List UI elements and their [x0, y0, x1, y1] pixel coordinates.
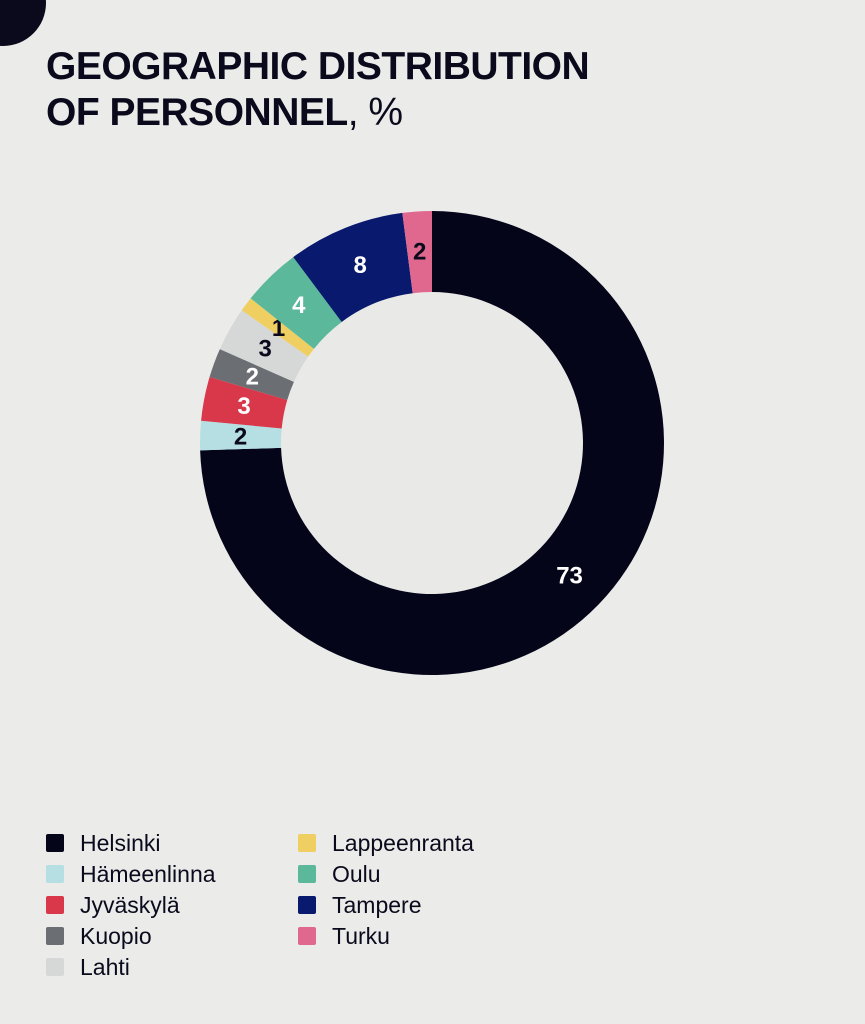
legend-label: Lappeenranta — [332, 829, 474, 856]
legend-label: Tampere — [332, 891, 422, 918]
data-label-oulu: 4 — [292, 292, 306, 319]
legend-swatch — [46, 865, 64, 883]
title-unit: , % — [347, 91, 403, 134]
legend-item: Turku — [298, 921, 390, 951]
legend-item: Oulu — [298, 859, 381, 889]
slice-hämeenlinna — [200, 420, 282, 451]
slice-helsinki — [200, 211, 664, 676]
legend-swatch — [46, 958, 64, 976]
legend-item: Helsinki — [46, 828, 161, 858]
legend-swatch — [46, 896, 64, 914]
data-label-jyväskylä: 3 — [237, 393, 250, 420]
slice-lahti — [219, 310, 309, 382]
legend-item: Tampere — [298, 890, 421, 920]
slice-kuopio — [209, 349, 294, 401]
data-label-tampere: 8 — [353, 252, 366, 279]
data-label-hämeenlinna: 2 — [234, 423, 247, 450]
legend-item: Jyväskylä — [46, 890, 180, 920]
slice-turku — [402, 211, 432, 294]
legend-swatch — [298, 896, 316, 914]
slice-tampere — [293, 212, 413, 322]
legend-swatch — [46, 927, 64, 945]
legend-label: Hämeenlinna — [80, 860, 216, 887]
legend-label: Kuopio — [80, 922, 152, 949]
legend-swatch — [298, 927, 316, 945]
slice-lappeenranta — [241, 298, 314, 357]
data-label-helsinki: 73 — [556, 563, 583, 590]
legend-item: Lahti — [46, 952, 130, 982]
data-label-lahti: 3 — [258, 336, 271, 363]
donut-hole — [281, 292, 583, 594]
title-line-2: OF PERSONNEL — [46, 91, 348, 134]
legend-swatch — [298, 834, 316, 852]
slice-jyväskylä — [201, 376, 288, 429]
data-label-kuopio: 2 — [246, 363, 259, 390]
legend-label: Turku — [332, 922, 390, 949]
chart-title: GEOGRAPHIC DISTRIBUTION OF PERSONNEL, % — [46, 44, 590, 136]
legend-item: Hämeenlinna — [46, 859, 216, 889]
slice-oulu — [250, 257, 342, 349]
legend-swatch — [46, 834, 64, 852]
data-label-turku: 2 — [413, 238, 426, 265]
legend-label: Helsinki — [80, 829, 161, 856]
legend-item: Kuopio — [46, 921, 152, 951]
legend-label: Lahti — [80, 953, 130, 980]
legend-label: Jyväskylä — [80, 891, 180, 918]
legend-item: Lappeenranta — [298, 828, 474, 858]
title-line-1: GEOGRAPHIC DISTRIBUTION — [46, 45, 590, 88]
legend-swatch — [298, 865, 316, 883]
legend-label: Oulu — [332, 860, 381, 887]
